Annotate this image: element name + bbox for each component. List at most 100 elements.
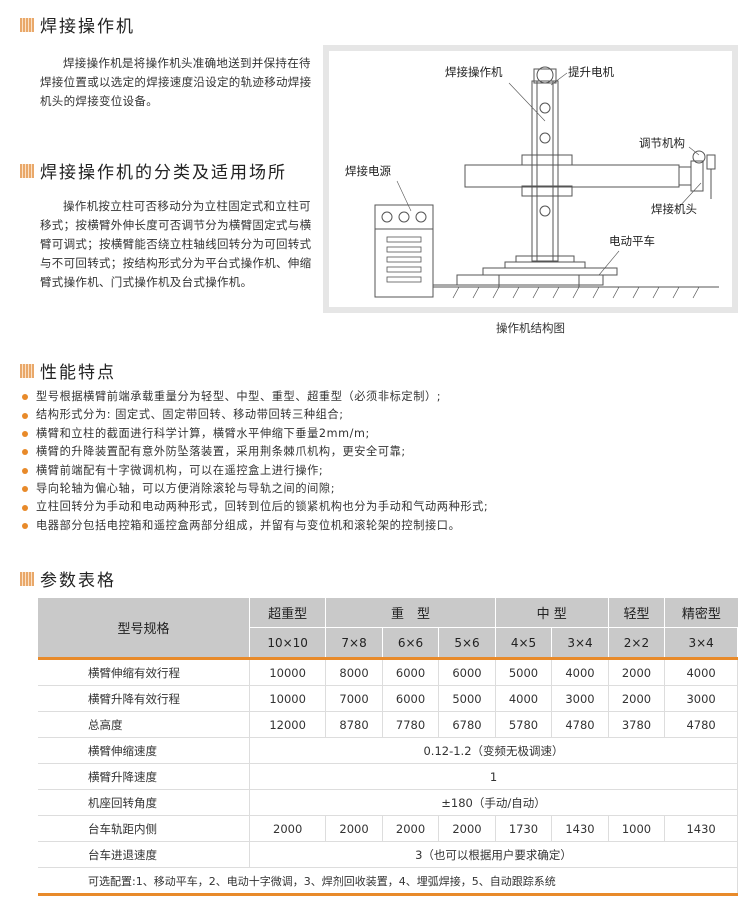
section-bars-icon [20,163,34,178]
feature-item: 型号根据横臂前端承载重量分为轻型、中型、重型、超重型（必须非标定制）; [22,388,488,406]
row-label: 横臂升降速度 [38,763,250,790]
row-label: 横臂伸缩有效行程 [38,658,250,686]
cell-value: 4000 [551,658,609,686]
cell-value: 1430 [664,815,738,842]
feature-item: 横臂的升降装置配有意外防坠落装置，采用荆条棘爪机构，更安全可靠; [22,443,488,461]
feature-text: 型号根据横臂前端承载重量分为轻型、中型、重型、超重型（必须非标定制）; [36,390,442,403]
model-header: 4×5 [495,627,553,660]
cell-value: 6000 [438,658,496,686]
bullet-icon [22,504,28,511]
model-header: 6×6 [382,627,440,660]
section-bars-icon [20,571,34,586]
model-header: 5×6 [438,627,496,660]
cell-value: 7000 [325,685,383,712]
table-row: 台车轨距内侧 2000 2000 2000 2000 1730 1430 1000 1430 [38,815,738,842]
cell-value: 2000 [249,815,327,842]
cell-value: 2000 [608,685,666,712]
label-welding-head: 焊接机头 [651,202,697,216]
table-row: 机座回转角度 ±180（手动/自动） [38,789,738,816]
title-text: 焊接操作机 [40,17,135,37]
feature-item: 电器部分包括电控箱和遥控盒两部分组成，并留有与变位机和滚轮架的控制接口。 [22,517,488,535]
model-header: 7×8 [325,627,383,660]
feature-item: 横臂和立柱的截面进行科学计算，横臂水平伸缩下垂量2mm/m; [22,425,488,443]
label-lift-motor: 提升电机 [568,65,614,79]
cell-value: 5780 [495,711,553,738]
cell-value: 10000 [249,685,327,712]
cell-value: 1430 [551,815,609,842]
cell-value: 7780 [382,711,440,738]
table-row: 横臂升降速度 1 [38,763,738,790]
feature-text: 横臂和立柱的截面进行科学计算，横臂水平伸缩下垂量2mm/m; [36,426,370,440]
row-label: 机座回转角度 [38,789,250,816]
structure-diagram: 焊接操作机 提升电机 调节机构 焊接电源 焊接机头 电动平车 [323,45,738,313]
cell-value: 2000 [438,815,496,842]
classification-paragraph: 操作机按立柱可否移动分为立柱固定式和立柱可移式；按横臂外伸长度可否调节分为横臂固… [40,199,312,289]
cell-value: 10000 [249,658,327,686]
feature-text: 结构形式分为: 固定式、固定带回转、移动带回转三种组合; [36,408,344,422]
section-title-classification: 焊接操作机的分类及适用场所 [20,158,287,183]
feature-text: 立柱回转分为手动和电动两种形式，回转到位后的锁紧机构也分为手动和气动两种形式; [36,500,489,514]
cell-value: 3000 [664,685,738,712]
table-row: 横臂伸缩速度 0.12-1.2（变频无极调速） [38,737,738,764]
section-title-welding-manipulator: 焊接操作机 [20,12,135,37]
bullet-icon [22,486,28,493]
row-label: 台车进退速度 [38,841,250,868]
cell-value: 2000 [325,815,383,842]
feature-text: 横臂前端配有十字微调机构，可以在遥控盒上进行操作; [36,463,324,477]
feature-text: 电器部分包括电控箱和遥控盒两部分组成，并留有与变位机和滚轮架的控制接口。 [36,518,461,532]
cell-value-span: 0.12-1.2（变频无极调速） [249,737,738,764]
label-manipulator: 焊接操作机 [445,65,503,79]
cell-value: 12000 [249,711,327,738]
bullet-icon [22,467,28,474]
title-text: 参数表格 [40,571,116,591]
cell-value: 3000 [551,685,609,712]
section-bars-icon [20,17,34,32]
cell-value: 2000 [382,815,440,842]
table-row: 横臂升降有效行程 10000 7000 6000 5000 4000 3000 2000 300… [38,685,738,712]
feature-text: 导向轮轴为偏心轴，可以方便消除滚轮与导轨之间的间隙; [36,482,336,496]
cell-value: 5000 [495,658,553,686]
label-power-source: 焊接电源 [345,164,391,178]
row-label: 总高度 [38,711,250,738]
model-header: 10×10 [249,627,327,660]
feature-item: 导向轮轴为偏心轴，可以方便消除滚轮与导轨之间的间隙; [22,480,488,498]
title-text: 焊接操作机的分类及适用场所 [40,163,287,183]
cell-value: 3780 [608,711,666,738]
cell-value: 4000 [664,658,738,686]
cell-value: 4780 [551,711,609,738]
bullet-icon [22,431,28,438]
bullet-icon [22,412,28,419]
options-row: 可选配置:1、移动平车，2、电动十字微调，3、焊剂回收装置，4、埋弧焊接，5、自… [38,867,738,896]
cell-value: 8000 [325,658,383,686]
group-header: 轻型 [608,598,666,628]
table-row: 横臂伸缩有效行程 10000 8000 6000 6000 5000 4000 2000 400… [38,658,738,686]
bullet-icon [22,449,28,456]
title-text: 性能特点 [40,363,116,383]
cell-value: 8780 [325,711,383,738]
cell-value-span: 1 [249,763,738,790]
row-label: 台车轨距内侧 [38,815,250,842]
parameter-table: 型号规格 超重型 重 型 中 型 轻型 精密型 10×10 7×8 6×6 5×6 4×… [38,598,738,896]
bullet-icon [22,523,28,530]
cell-value: 2000 [608,658,666,686]
section-title-parameters: 参数表格 [20,566,116,591]
model-header: 3×4 [664,627,738,660]
diagram-caption: 操作机结构图 [496,321,565,335]
cell-value: 1730 [495,815,553,842]
cell-value: 6000 [382,685,440,712]
feature-text: 横臂的升降装置配有意外防坠落装置，采用荆条棘爪机构，更安全可靠; [36,445,406,459]
feature-item: 横臂前端配有十字微调机构，可以在遥控盒上进行操作; [22,462,488,480]
group-header: 超重型 [249,598,327,628]
table-row: 台车进退速度 3（也可以根据用户要求确定） [38,841,738,868]
group-header: 精密型 [664,598,738,628]
group-header: 重 型 [325,598,496,628]
table-row: 总高度 12000 8780 7780 6780 5780 4780 3780 4780 [38,711,738,738]
cell-value: 4780 [664,711,738,738]
model-header: 2×2 [608,627,666,660]
section-title-features: 性能特点 [20,358,116,383]
group-header: 中 型 [495,598,609,628]
options-text: 可选配置:1、移动平车，2、电动十字微调，3、焊剂回收装置，4、埋弧焊接，5、自… [38,867,738,896]
cell-value-span: 3（也可以根据用户要求确定） [249,841,738,868]
intro-paragraph: 焊接操作机是将操作机头准确地送到并保持在待焊接位置或以选定的焊接速度沿设定的轨迹… [40,56,312,108]
